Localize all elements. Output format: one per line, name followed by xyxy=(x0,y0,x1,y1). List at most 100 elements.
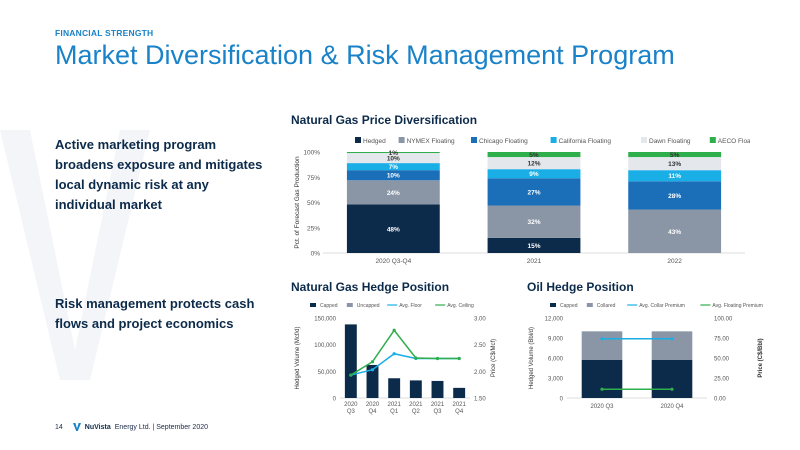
data-label: 28% xyxy=(668,193,681,200)
bar-segment xyxy=(346,204,440,253)
bar-segment xyxy=(346,170,440,181)
footer: 14 NuVista Energy Ltd. | September 2020 xyxy=(55,423,208,431)
bar-segment xyxy=(487,205,581,238)
x-tick-label: 2021 xyxy=(409,402,423,408)
nuvista-logo-icon xyxy=(72,423,81,431)
legend-label-0: Capped xyxy=(560,303,578,309)
series-point xyxy=(392,328,396,332)
y2-tick-label: 100.00 xyxy=(714,317,733,323)
legend-label-2: Chicago Floating xyxy=(479,138,528,145)
legend-swatch-4 xyxy=(641,137,647,143)
y2-axis-title: Price (C$/Mcf) xyxy=(491,339,497,377)
data-label: 7% xyxy=(389,164,399,171)
legend-label-1: Uncapped xyxy=(357,303,380,309)
oil-hedge-chart: Capped Collared Avg. Collar Premium Avg. Fl… xyxy=(529,303,764,410)
y-tick-label: 0% xyxy=(311,251,321,258)
watermark-v-logo xyxy=(0,130,150,380)
data-label: 27% xyxy=(527,189,540,196)
gas-price-chart: Hedged NYMEX Floating Chicago Floating Cali… xyxy=(294,137,750,265)
footer-date: Energy Ltd. | September 2020 xyxy=(114,423,209,431)
legend-label-2: Avg. Floor xyxy=(399,303,422,309)
section-kicker: FINANCIAL STRENGTH xyxy=(55,28,154,38)
y-tick-label: 150,000 xyxy=(314,317,336,323)
data-label: 5% xyxy=(670,152,680,159)
legend-swatch-0 xyxy=(355,137,361,143)
x-tick-label: Q1 xyxy=(390,409,399,415)
data-label: 11% xyxy=(668,173,681,180)
data-label: 32% xyxy=(527,219,540,226)
legend-label-5: AECO Floating xyxy=(718,138,750,145)
bar-segment xyxy=(487,178,581,206)
series-point xyxy=(670,337,674,341)
data-label: 48% xyxy=(387,226,400,233)
series-point xyxy=(435,356,440,361)
series-point xyxy=(414,356,418,360)
data-label: 1% xyxy=(389,150,399,157)
bar xyxy=(344,324,357,398)
bar-segment xyxy=(628,170,722,182)
x-tick-label: 2020 xyxy=(344,402,358,408)
y-tick-label: 50,000 xyxy=(318,370,337,376)
bar-segment xyxy=(346,153,440,164)
x-tick-label: Q4 xyxy=(368,409,377,415)
series-point xyxy=(457,356,461,361)
legend-label-4: Dawn Floating xyxy=(649,138,691,145)
bar-segment xyxy=(487,152,581,158)
data-label: 10% xyxy=(387,156,400,163)
bar-segment xyxy=(628,181,722,210)
legend-swatch-1 xyxy=(586,303,593,307)
data-label: 13% xyxy=(668,161,681,168)
x-tick-label: 2021 xyxy=(387,402,401,408)
gas-hedge-chart: Capped Uncapped Avg. Floor Avg. Ceiling 0 50,… xyxy=(295,303,497,415)
y2-tick-label: 3.00 xyxy=(474,317,486,323)
bar-segment xyxy=(487,237,581,253)
legend-label-3: California Floating xyxy=(559,138,612,145)
legend-swatch-5 xyxy=(709,137,716,143)
y-axis-title: Hedged Volume (Mcf/d) xyxy=(295,326,301,389)
oil-hedge-chart-title: Oil Hedge Position xyxy=(527,280,634,294)
bar xyxy=(388,378,401,398)
bar-segment xyxy=(628,152,722,158)
page-title: Market Diversification & Risk Management… xyxy=(55,40,675,70)
y-tick-label: 6,000 xyxy=(548,357,564,363)
x-tick-label: 2022 xyxy=(667,258,682,265)
bar-segment xyxy=(581,331,623,360)
y2-tick-label: 75.00 xyxy=(714,337,730,343)
bar xyxy=(453,387,466,398)
data-label: 10% xyxy=(387,173,400,180)
x-tick-label: Q3 xyxy=(433,409,442,415)
legend-swatch-2 xyxy=(471,137,477,143)
series-point xyxy=(370,368,375,372)
y-axis-title: Pct. of Forecast Gas Production xyxy=(294,156,301,249)
series-point xyxy=(600,387,604,391)
data-label: 24% xyxy=(387,190,400,197)
key-point-marketing: Active marketing program broadens exposu… xyxy=(55,137,263,212)
series-line xyxy=(350,328,460,376)
bar-segment xyxy=(487,157,581,170)
legend-swatch-1 xyxy=(346,303,353,307)
legend-swatch-0 xyxy=(310,303,316,307)
x-tick-label: 2021 xyxy=(527,258,542,265)
data-label: 43% xyxy=(668,229,681,236)
gas-hedge-chart-title: Natural Gas Hedge Position xyxy=(291,280,450,294)
x-tick-label: Q2 xyxy=(412,409,421,415)
y2-tick-label: 25.00 xyxy=(714,377,730,383)
bar xyxy=(409,380,422,398)
y-tick-label: 75% xyxy=(307,175,320,182)
legend-label-3: Avg. Ceiling xyxy=(447,303,474,309)
data-label: 12% xyxy=(527,161,540,168)
y2-tick-label: 0.00 xyxy=(714,397,726,403)
bar xyxy=(366,364,379,398)
legend-label-2: Avg. Collar Premium xyxy=(639,303,685,309)
legend-label-1: Collared xyxy=(597,303,616,309)
bar-segment xyxy=(651,331,693,360)
data-label: 9% xyxy=(529,171,539,178)
series-point xyxy=(600,337,604,341)
y2-tick-label: 2.00 xyxy=(474,370,486,376)
y-tick-label: 12,000 xyxy=(545,317,564,323)
page-number: 14 xyxy=(55,423,63,431)
y-tick-label: 9,000 xyxy=(548,337,564,343)
bar-segment xyxy=(346,152,440,154)
x-tick-label: 2020 xyxy=(366,402,380,408)
y-tick-label: 3,000 xyxy=(548,377,564,383)
